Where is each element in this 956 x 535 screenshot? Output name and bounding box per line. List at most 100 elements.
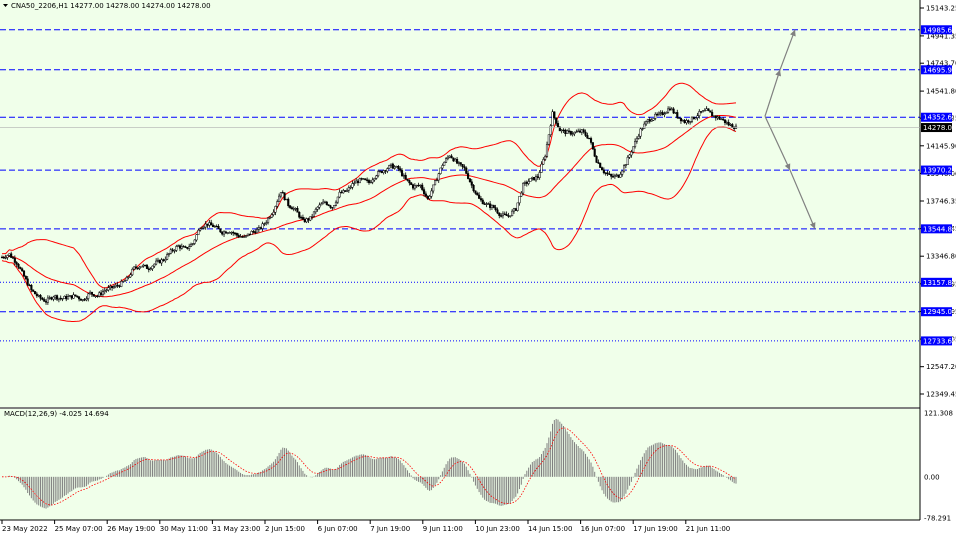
level-label-box bbox=[921, 165, 952, 175]
candle-body bbox=[406, 178, 409, 181]
candle-body bbox=[426, 195, 429, 199]
candle-body bbox=[268, 217, 271, 219]
candle-body bbox=[700, 111, 703, 113]
candle-body bbox=[202, 226, 205, 229]
time-axis: 23 May 2022 25 May 07:00 26 May 19:00 30 Ma… bbox=[1, 520, 730, 533]
candle-body bbox=[681, 120, 684, 122]
candle-body bbox=[461, 163, 464, 167]
candle-body bbox=[342, 190, 345, 194]
candle-body bbox=[382, 170, 385, 173]
candle-body bbox=[169, 249, 172, 254]
horizontal-levels[interactable] bbox=[0, 29, 920, 342]
time-tick-label: 25 May 07:00 bbox=[55, 525, 103, 533]
candle-body bbox=[173, 250, 176, 252]
candle-body bbox=[177, 245, 180, 247]
candle-body bbox=[489, 203, 492, 208]
candle-body bbox=[615, 174, 618, 176]
candle-body bbox=[213, 225, 216, 228]
candle-body bbox=[327, 204, 330, 206]
candle-body bbox=[21, 268, 24, 272]
candle-body bbox=[334, 201, 338, 206]
candle-body bbox=[155, 260, 158, 265]
candle-body bbox=[654, 113, 657, 119]
candle-body bbox=[178, 245, 182, 249]
candle-body bbox=[709, 110, 712, 113]
macd-indicator bbox=[2, 418, 737, 509]
candle-body bbox=[158, 259, 161, 264]
candle-body bbox=[567, 130, 571, 132]
candle-body bbox=[612, 176, 615, 178]
projection-arrow-segment[interactable] bbox=[764, 69, 781, 117]
candle-body bbox=[70, 295, 73, 299]
current-price-label: 14278.00 bbox=[923, 124, 956, 132]
candle-body bbox=[278, 195, 281, 202]
candle-body bbox=[514, 208, 517, 211]
candle-body bbox=[11, 257, 15, 259]
candle-body bbox=[432, 184, 435, 192]
candle-body bbox=[228, 232, 231, 234]
candle-body bbox=[56, 295, 59, 300]
level-label-text: 13157.84 bbox=[923, 279, 956, 287]
candle-body bbox=[635, 138, 638, 142]
candle-body bbox=[476, 192, 479, 196]
candle-body bbox=[679, 117, 683, 122]
candle-body bbox=[57, 297, 60, 300]
candle-body bbox=[6, 255, 9, 258]
candle-body bbox=[689, 121, 692, 123]
dropdown-triangle-icon[interactable] bbox=[3, 4, 8, 7]
candle-body bbox=[301, 217, 304, 220]
candle-body bbox=[507, 215, 510, 217]
candle-body bbox=[189, 243, 193, 247]
time-tick-label: 7 Jun 19:00 bbox=[370, 525, 410, 533]
candle-body bbox=[171, 249, 174, 252]
projection-arrow-segment[interactable] bbox=[789, 169, 816, 230]
candle-body bbox=[505, 214, 508, 216]
candle-body bbox=[272, 211, 275, 215]
candle-body bbox=[606, 172, 609, 175]
candle-body bbox=[129, 274, 132, 278]
candle-body bbox=[316, 206, 319, 210]
candle-body bbox=[296, 208, 299, 213]
candle-body bbox=[516, 202, 519, 211]
candle-body bbox=[254, 231, 257, 234]
candle-body bbox=[520, 192, 523, 197]
projection-arrow-segment[interactable] bbox=[764, 115, 791, 171]
candle-body bbox=[2, 256, 5, 259]
candle-body bbox=[125, 277, 128, 281]
price-tick-label: 13746.35 bbox=[926, 198, 956, 206]
candle-body bbox=[404, 174, 407, 180]
candle-body bbox=[582, 129, 585, 133]
candle-body bbox=[402, 174, 405, 177]
price-tick-label: 14145.90 bbox=[926, 142, 956, 150]
candle-body bbox=[195, 234, 198, 241]
candlesticks bbox=[0, 106, 738, 305]
candle-body bbox=[120, 281, 123, 287]
candle-body bbox=[145, 264, 149, 269]
candle-body bbox=[531, 177, 534, 179]
price-tick-label: 14941.35 bbox=[926, 32, 956, 40]
candle-body bbox=[657, 112, 660, 115]
projection-arrow-segment[interactable] bbox=[779, 29, 796, 71]
candle-body bbox=[705, 108, 708, 111]
time-tick-label: 6 Jun 07:00 bbox=[318, 525, 358, 533]
arrow-head-icon bbox=[784, 163, 791, 171]
level-label-text: 13970.21 bbox=[923, 167, 956, 175]
candle-body bbox=[553, 111, 556, 118]
candle-body bbox=[701, 110, 705, 113]
candle-body bbox=[188, 246, 191, 249]
price-tick-label: 14743.70 bbox=[926, 60, 956, 68]
candle-body bbox=[542, 159, 545, 165]
projection-arrows[interactable] bbox=[764, 29, 816, 230]
candle-body bbox=[208, 222, 211, 226]
candle-body bbox=[276, 201, 279, 207]
candle-body bbox=[641, 128, 644, 130]
price-tick-label: 15143.25 bbox=[926, 5, 956, 13]
candle-body bbox=[329, 205, 332, 208]
candle-body bbox=[716, 116, 719, 119]
candle-body bbox=[630, 151, 633, 156]
candle-body bbox=[463, 166, 466, 169]
candle-body bbox=[498, 212, 501, 216]
candle-body bbox=[492, 205, 495, 208]
candle-body bbox=[518, 195, 521, 204]
